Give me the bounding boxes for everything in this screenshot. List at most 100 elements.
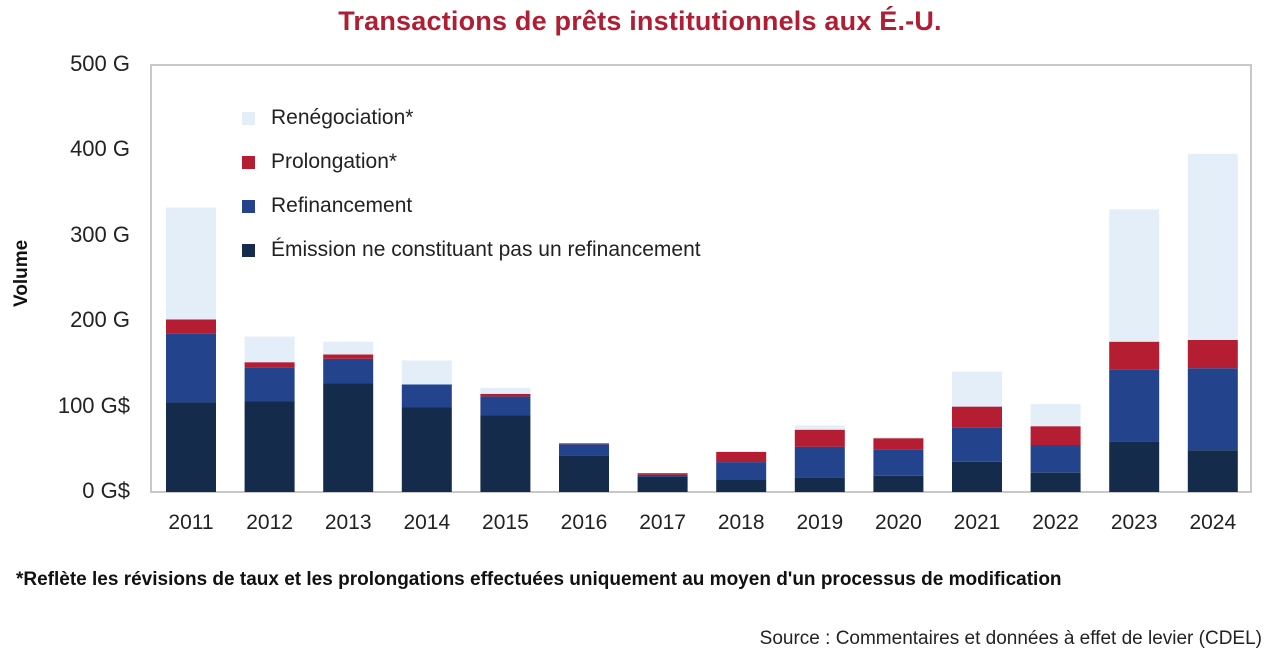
x-tick-label: 2021 <box>953 511 1001 534</box>
x-tick-label: 2020 <box>875 511 922 534</box>
x-tick-label: 2019 <box>796 511 844 534</box>
x-tick-label: 2011 <box>168 511 214 534</box>
y-tick-label: 500 G <box>70 51 130 76</box>
legend-item: Renégociation* <box>242 96 701 140</box>
bar-group-2019 <box>794 425 845 492</box>
bar-segment-2014-1 <box>401 384 452 408</box>
bar-segment-2020-1 <box>873 449 924 476</box>
bar-segment-2011-0 <box>166 402 216 492</box>
legend-item: Émission ne constituant pas un refinance… <box>242 228 701 272</box>
bar-segment-2020-2 <box>873 438 924 450</box>
legend-swatch <box>242 243 255 257</box>
bar-segment-2016-2 <box>559 443 609 445</box>
x-tick-label: 2022 <box>1032 511 1079 534</box>
bar-segment-2018-0 <box>716 480 767 492</box>
bar-segment-2024-3 <box>1187 153 1238 340</box>
bar-segment-2013-3 <box>323 341 374 355</box>
bar-segment-2012-2 <box>244 362 295 368</box>
x-tick-label: 2017 <box>639 511 686 534</box>
bar-group-2012 <box>244 336 295 492</box>
y-tick-label: 0 G$ <box>82 478 130 503</box>
bar-segment-2015-2 <box>480 393 531 397</box>
legend-label: Émission ne constituant pas un refinance… <box>271 238 701 261</box>
bar-segment-2014-3 <box>401 360 452 385</box>
bar-segment-2017-0 <box>637 476 688 492</box>
bar-segment-2020-3 <box>873 437 924 439</box>
bar-segment-2017-1 <box>637 474 688 477</box>
x-tick-label: 2015 <box>482 511 529 534</box>
bar-group-2021 <box>952 371 1002 492</box>
legend: Renégociation* Prolongation* Refinancement… <box>242 96 701 272</box>
bar-segment-2023-0 <box>1109 441 1160 492</box>
bar-segment-2019-1 <box>794 446 845 478</box>
bar-segment-2022-3 <box>1030 404 1081 427</box>
plot-area <box>150 64 1252 493</box>
bar-segment-2011-2 <box>166 319 216 334</box>
bar-group-2024 <box>1187 153 1238 492</box>
x-tick-label: 2012 <box>246 511 293 534</box>
x-tick-label: 2016 <box>560 511 608 534</box>
bar-segment-2019-0 <box>794 477 845 492</box>
legend-swatch <box>242 155 255 169</box>
bar-group-2015 <box>480 387 531 492</box>
bar-segment-2024-1 <box>1187 368 1238 451</box>
bar-group-2011 <box>166 207 216 492</box>
bar-segment-2015-1 <box>480 396 531 416</box>
legend-swatch <box>242 199 255 213</box>
bar-segment-2022-2 <box>1030 426 1081 445</box>
legend-item: Refinancement <box>242 184 701 228</box>
x-tick-label: 2013 <box>324 511 372 534</box>
bar-segment-2018-2 <box>716 451 767 463</box>
bar-segment-2019-2 <box>794 429 845 447</box>
bar-group-2023 <box>1109 209 1160 492</box>
chart-title: Transactions de prêts institutionnels au… <box>338 6 942 36</box>
bar-segment-2021-3 <box>952 371 1002 407</box>
bar-segment-2022-0 <box>1030 472 1081 492</box>
bar-group-2016 <box>559 443 609 492</box>
bar-segment-2022-1 <box>1030 445 1081 473</box>
legend-label: Renégociation* <box>271 106 414 129</box>
bar-segment-2018-1 <box>716 462 767 480</box>
y-tick-label: 100 G$ <box>57 392 130 418</box>
bar-segment-2013-2 <box>323 354 374 359</box>
x-tick-label: 2024 <box>1189 511 1237 534</box>
bar-group-2017 <box>637 473 688 492</box>
legend-swatch <box>242 111 255 125</box>
legend-label: Prolongation* <box>271 150 398 173</box>
bar-segment-2016-1 <box>559 444 609 456</box>
x-tick-label: 2014 <box>403 511 451 534</box>
bar-segment-2011-3 <box>166 207 216 320</box>
source-note: Source : Commentaires et données à effet… <box>759 628 1262 649</box>
legend-item: Prolongation* <box>242 140 701 184</box>
bar-segment-2017-2 <box>637 473 688 475</box>
y-tick-label: 200 G <box>70 307 130 333</box>
bar-group-2018 <box>716 451 767 492</box>
bar-segment-2023-1 <box>1109 369 1160 442</box>
bar-segment-2012-0 <box>244 401 295 492</box>
bar-segment-2012-3 <box>244 336 295 363</box>
x-tick-label: 2023 <box>1110 511 1158 534</box>
x-tick-label: 2018 <box>717 511 765 534</box>
footnote: *Reflète les révisions de taux et les pr… <box>16 569 1062 590</box>
bar-segment-2014-0 <box>401 407 452 492</box>
bar-segment-2021-1 <box>952 427 1002 462</box>
bar-segment-2021-0 <box>952 461 1002 492</box>
bar-segment-2016-0 <box>559 455 609 492</box>
bar-segment-2024-2 <box>1187 340 1238 369</box>
bar-group-2020 <box>873 437 924 492</box>
bar-segment-2020-0 <box>873 475 924 492</box>
bar-segment-2012-1 <box>244 367 295 402</box>
bar-group-2014 <box>401 360 452 492</box>
bar-segment-2015-3 <box>480 387 531 394</box>
bar-segment-2023-2 <box>1109 341 1160 370</box>
bar-segment-2015-0 <box>480 415 531 492</box>
bar-group-2013 <box>323 341 374 492</box>
y-tick-label: 400 G <box>70 136 130 162</box>
bar-segment-2021-2 <box>952 406 1002 428</box>
bar-group-2022 <box>1030 404 1081 492</box>
bar-segment-2013-1 <box>323 358 374 384</box>
legend-label: Refinancement <box>271 194 413 217</box>
bar-segment-2013-0 <box>323 383 374 492</box>
bar-segment-2019-3 <box>794 425 845 430</box>
